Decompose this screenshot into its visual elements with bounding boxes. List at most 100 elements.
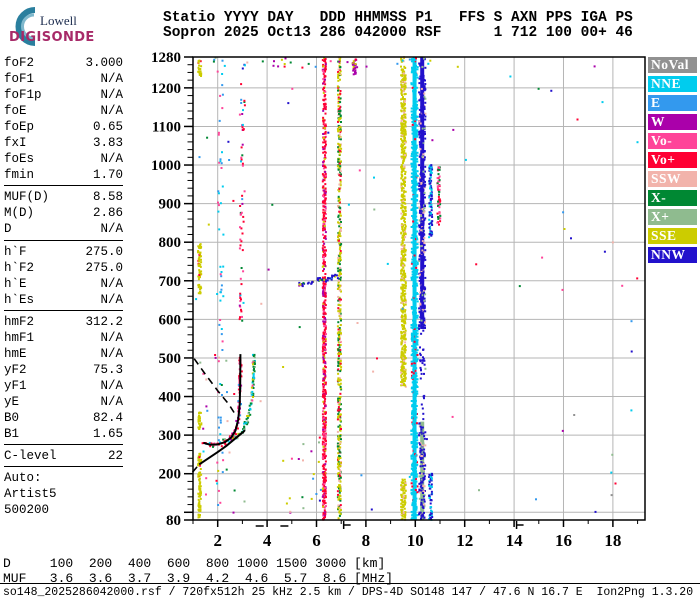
x-tick-label: 6 [312,531,321,550]
param-value: 3.83 [92,136,123,151]
param-label: h`F [4,244,27,259]
param-value: N/A [100,152,123,167]
echo-traces [201,83,339,448]
header-line-1: Statio YYYY DAY DDD HHMMSS P1 FFS S AXN … [163,10,633,26]
muf-frequency-row: MUF 3.6 3.6 3.7 3.9 4.2 4.6 5.7 8.6 [MHz… [3,571,394,586]
param-label: foF2 [4,56,35,70]
legend-item-NNW: NNW [648,247,697,263]
param-label: yF2 [4,362,27,377]
param-value: N/A [100,72,123,87]
param-row-foF2: foF2 3.000 [4,55,123,71]
status-separator [0,583,700,584]
ionogram-plot: 1280120011001000900800700600500400300200… [151,50,646,550]
x-tick-label: 18 [604,531,621,550]
param-value: 275.0 [85,244,123,259]
param-label: MUF(D) [4,190,50,205]
param-group: hmF2 312.2 hmF1 N/A hmE N/A yF2 75.3 yF1 N/A yE N/A… [4,314,123,446]
autoscaling-line: Auto: [4,471,42,486]
y-tick-label: 900 [159,197,182,213]
autoscaling-line: Artist5 [4,487,57,502]
muf-distance-row: D 100 200 400 600 800 1000 1500 3000 [km… [3,556,386,571]
x-tick-label: 4 [263,531,272,550]
brand-digisonde: DIGISONDE [9,30,95,45]
legend-item-Vo: Vo- [648,133,697,149]
param-label: B0 [4,410,20,425]
param-value: 8.58 [92,190,123,205]
plot-grid [193,57,645,520]
x-tick-label: 16 [555,531,572,550]
param-label: yE [4,394,20,409]
param-group: C-level 22 [4,448,123,468]
param-row-MD: M(D) 2.86 [4,205,123,221]
plot-axes: 1280120011001000900800700600500400300200… [151,50,646,550]
y-tick-label: 400 [159,390,182,406]
param-label: fxI [4,136,27,151]
param-value: N/A [100,378,123,393]
fitted-curves [191,354,246,473]
param-row-fmin: fmin 1.70 [4,167,123,183]
param-label: foEp [4,120,35,135]
y-tick-label: 1280 [151,50,181,66]
param-label: hmF1 [4,330,35,345]
legend-item-W: W [648,114,697,130]
y-tick-label: 700 [159,274,182,290]
param-value: N/A [100,104,123,119]
y-tick-label: 80 [166,513,181,529]
header-line-2: Sopron 2025 Oct13 286 042000 RSF 1 712 1… [163,25,633,41]
param-value: N/A [100,330,123,345]
x-tick-label: 14 [506,531,524,550]
f2-trace-fit [203,354,242,446]
param-row-foF1: foF1 N/A [4,71,123,87]
param-row-yF1: yF1 N/A [4,378,123,394]
param-value: 1.65 [92,427,123,442]
echo-direction-legend: NoVal NNE E W Vo- Vo+ SSW X- X+ SSE NNW [648,57,698,266]
digisonde-crescent-icon [15,7,36,46]
param-value: 75.3 [92,362,123,377]
param-row-hF2: h`F2 275.0 [4,260,123,276]
y-tick-label: 1100 [152,119,181,135]
legend-item-Vo: Vo+ [648,152,697,168]
brand-lowell: Lowell [40,13,77,28]
param-value: 2.86 [92,206,123,221]
param-row-MUFD: MUF(D) 8.58 [4,189,123,205]
param-label: h`F2 [4,260,35,275]
sparse-noise [195,56,639,514]
legend-item-SSE: SSE [648,228,697,244]
x-tick-label: 10 [407,531,424,550]
autoscaling-info: Auto: Artist5 500200 [4,470,123,520]
param-value: N/A [100,276,123,291]
param-row-hmF2: hmF2 312.2 [4,314,123,330]
param-row-B0: B0 82.4 [4,410,123,426]
y-tick-label: 800 [159,235,182,251]
param-label: foF1p [4,88,42,103]
topside-extrapolated [193,358,238,418]
legend-item-SSW: SSW [648,171,697,187]
param-value: 1.70 [92,168,123,183]
param-row-B1: B1 1.65 [4,426,123,442]
param-value: N/A [100,292,123,307]
y-tick-label: 500 [159,351,182,367]
y-tick-label: 1200 [151,81,181,97]
param-row-foF1p: foF1p N/A [4,87,123,103]
param-row-hF: h`F 275.0 [4,244,123,260]
param-label: C-level [4,449,57,464]
param-row-hmF1: hmF1 N/A [4,330,123,346]
status-bar: so148_2025286042000.rsf / 720fx512h 25 k… [3,586,694,599]
param-label: foEs [4,152,35,167]
true-height-profile [198,429,246,466]
param-label: foE [4,104,27,119]
param-label: hmF2 [4,314,35,329]
param-value: N/A [100,394,123,409]
param-group: MUF(D) 8.58 M(D) 2.86 D N/A [4,189,123,241]
param-value: 3.000 [85,56,123,70]
param-value: 0.65 [92,120,123,135]
legend-item-NoVal: NoVal [648,57,697,73]
param-row-Clevel: C-level 22 [4,448,123,464]
param-row-fxI: fxI 3.83 [4,135,123,151]
param-label: fmin [4,168,35,183]
parameter-panel: foF2 3.000 foF1 N/A foF1p N/A foE N/A foEp 0.65 fx… [4,55,123,523]
param-row-hE: h`E N/A [4,276,123,292]
x-tick-label: 8 [362,531,371,550]
param-label: B1 [4,427,20,442]
